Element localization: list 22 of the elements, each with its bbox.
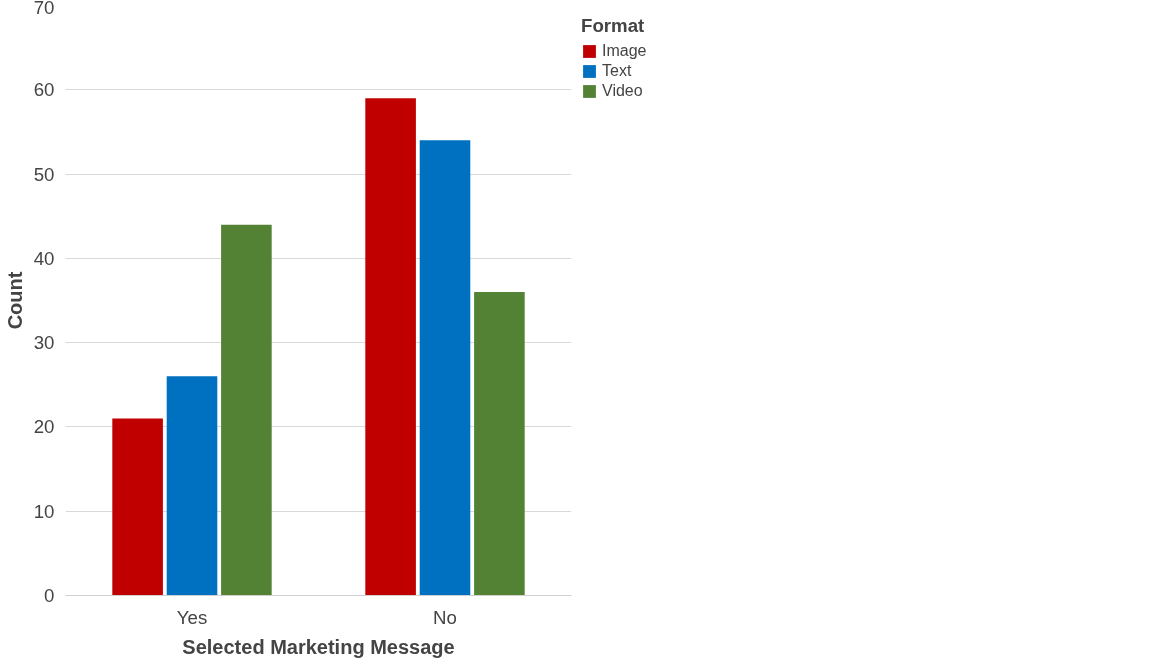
bar: [474, 292, 525, 596]
legend-label: Text: [602, 62, 632, 80]
bar: [365, 98, 416, 596]
y-tick-label: 30: [33, 332, 55, 354]
legend-title: Format: [581, 15, 646, 37]
y-tick-label: 70: [33, 0, 55, 18]
y-tick-label: 40: [33, 247, 55, 269]
x-tick-label: No: [433, 606, 457, 628]
y-tick-label: 0: [44, 585, 55, 606]
x-tick-label: Yes: [176, 606, 208, 628]
bar: [166, 376, 218, 596]
y-tick-label: 10: [33, 500, 55, 522]
y-tick-label: 20: [33, 416, 55, 438]
x-axis-title: Selected Marketing Message: [182, 635, 455, 658]
bar: [419, 140, 471, 596]
legend-label: Image: [602, 42, 647, 60]
y-tick-label: 50: [33, 163, 55, 185]
legend-label: Video: [602, 82, 643, 100]
bar: [112, 418, 163, 596]
bar: [221, 224, 272, 596]
y-tick-label: 60: [33, 79, 55, 101]
y-axis-title: Count: [3, 271, 26, 330]
